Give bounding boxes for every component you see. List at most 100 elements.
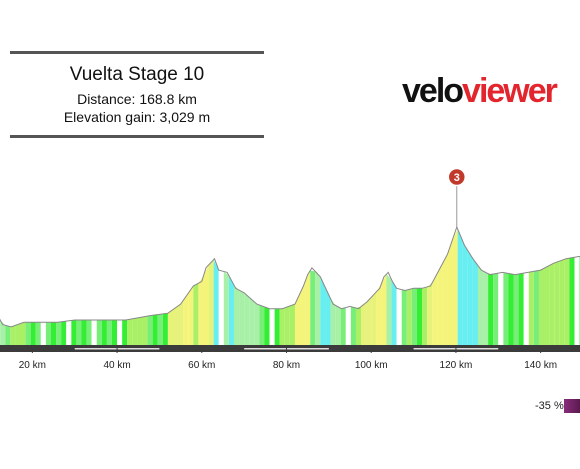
profile-segment <box>178 300 184 345</box>
profile-segment <box>467 250 473 345</box>
profile-segment <box>366 297 372 345</box>
profile-segment <box>20 322 26 345</box>
profile-segment <box>294 293 301 345</box>
profile-segment <box>71 320 77 345</box>
x-tick-label: 40 km <box>103 360 130 371</box>
profile-segment <box>203 265 209 345</box>
profile-segment <box>162 313 168 345</box>
profile-segment <box>462 241 468 345</box>
profile-segment <box>106 320 112 345</box>
profile-segment <box>81 320 87 345</box>
profile-segment <box>244 292 250 345</box>
profile-segment <box>493 273 499 345</box>
profile-segment <box>406 288 412 345</box>
profile-segment <box>233 285 240 345</box>
profile-segment <box>172 305 179 345</box>
profile-segment <box>386 274 392 345</box>
profile-segment <box>523 272 529 345</box>
profile-segment <box>381 274 387 345</box>
profile-segment <box>228 275 234 345</box>
profile-segment <box>452 228 458 345</box>
profile-segment <box>371 291 377 345</box>
profile-segment <box>503 272 509 345</box>
profile-segment <box>249 297 255 345</box>
profile-segment <box>30 322 36 345</box>
profile-segment <box>432 273 438 345</box>
x-tick-label: 140 km <box>524 360 557 371</box>
profile-segment <box>401 289 407 345</box>
gradient-legend-swatch <box>564 399 580 413</box>
x-tick-label: 100 km <box>355 360 388 371</box>
stage-elevation-gain: Elevation gain: 3,029 m <box>63 109 211 125</box>
profile-segment <box>305 270 311 345</box>
profile-segment <box>35 322 41 345</box>
profile-segment <box>391 279 397 345</box>
x-tick-label: 20 km <box>19 360 46 371</box>
profile-segment <box>477 265 484 345</box>
x-tick-label: 80 km <box>273 360 300 371</box>
profile-segment <box>442 254 448 345</box>
profile-segment <box>325 287 331 345</box>
veloviewer-logo: veloviewer <box>402 72 558 110</box>
profile-segment <box>498 272 504 345</box>
profile-segment <box>355 306 362 345</box>
profile-segment <box>66 320 72 345</box>
profile-segment <box>350 306 356 345</box>
profile-segment <box>361 302 367 345</box>
profile-segment <box>269 308 275 345</box>
stage-distance: Distance: 168.8 km <box>77 91 197 107</box>
profile-segment <box>376 283 382 345</box>
profile-segment <box>416 288 423 345</box>
profile-segment <box>132 317 138 345</box>
profile-segment <box>25 322 31 345</box>
profile-segment <box>76 320 82 345</box>
profile-segment <box>320 276 326 345</box>
profile-segment <box>483 270 489 345</box>
profile-segment <box>15 323 21 345</box>
x-tick-label: 60 km <box>188 360 215 371</box>
profile-segment <box>122 319 128 345</box>
profile-segment <box>10 325 16 345</box>
profile-segment <box>218 270 224 345</box>
profile-segment <box>5 325 11 345</box>
profile-segment <box>488 273 494 345</box>
profile-segment <box>167 309 173 345</box>
profile-segment <box>259 305 265 345</box>
profile-segment <box>213 259 219 345</box>
profile-segment <box>457 228 463 345</box>
profile-segment <box>315 271 321 345</box>
title-bottom-rule <box>10 135 264 138</box>
profile-segment <box>518 273 524 345</box>
stage-info-box: Vuelta Stage 10 Distance: 168.8 km Eleva… <box>10 48 264 140</box>
profile-segment <box>137 317 143 345</box>
profile-segment <box>300 281 306 345</box>
logo-velo: velo <box>402 72 464 110</box>
profile-segment <box>437 263 443 345</box>
profile-segment <box>289 304 295 345</box>
profile-segment <box>345 306 351 345</box>
profile-segment <box>533 270 539 345</box>
profile-segment <box>472 258 478 345</box>
profile-segment <box>61 321 67 345</box>
climb-marker-label: 3 <box>454 172 460 184</box>
profile-segment <box>50 322 57 345</box>
profile-segment <box>101 320 107 345</box>
profile-segment <box>0 320 6 345</box>
profile-segment <box>96 320 102 345</box>
profile-segment <box>198 275 204 345</box>
stage-title: Vuelta Stage 10 <box>69 64 205 85</box>
profile-segment <box>239 290 245 345</box>
profile-segment <box>193 283 199 345</box>
profile-segment <box>223 271 229 345</box>
profile-segment <box>142 316 148 345</box>
logo-viewer: viewer <box>462 72 558 110</box>
profile-segment <box>188 285 194 345</box>
profile-segment <box>56 321 62 345</box>
title-top-rule <box>10 51 264 54</box>
profile-segment <box>569 257 575 345</box>
climb-marker-badge[interactable] <box>447 167 467 187</box>
profile-segment <box>544 265 550 345</box>
profile-segment <box>396 288 402 345</box>
profile-segment <box>111 320 118 345</box>
